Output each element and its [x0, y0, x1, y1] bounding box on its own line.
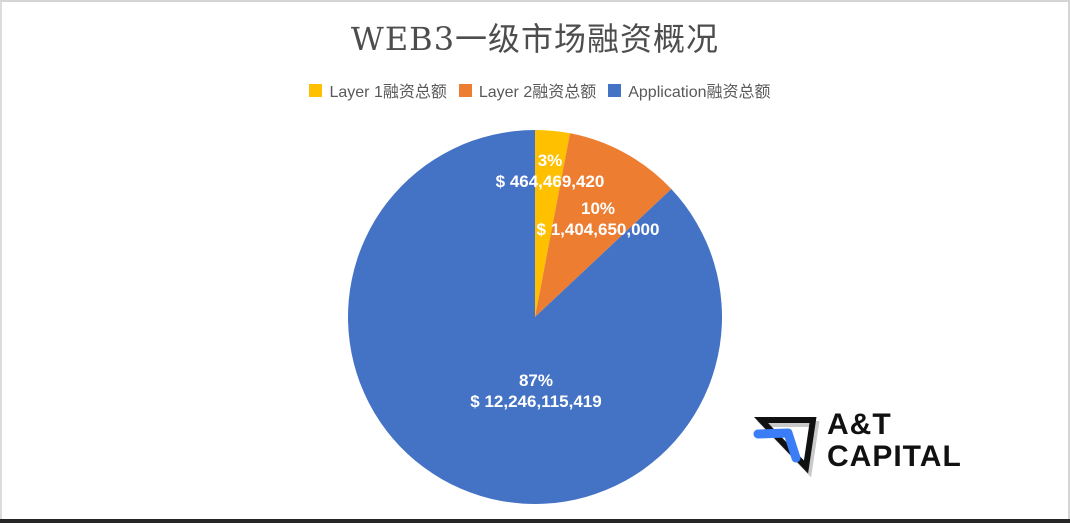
at-capital-logo-icon	[753, 417, 820, 477]
chart-legend: Layer 1融资总额 Layer 2融资总额 Application融资总额	[0, 78, 1070, 102]
pie-slice-Layer 1融资总额	[535, 130, 571, 317]
logo-line-2: CAPITAL	[827, 440, 962, 473]
legend-swatch-layer1	[309, 83, 323, 97]
pie-chart-svg	[348, 130, 723, 505]
legend-label-layer1: Layer 1融资总额	[329, 84, 447, 101]
legend-swatch-layer2	[458, 83, 472, 97]
pie-chart	[348, 130, 723, 505]
logo-line-1: A&T	[827, 408, 892, 441]
at-capital-logo: A&T CAPITAL	[750, 405, 1000, 480]
legend-item-layer1: Layer 1融资总额	[309, 78, 447, 102]
at-capital-logo-text: A&T CAPITAL	[827, 409, 962, 473]
legend-item-layer2: Layer 2融资总额	[458, 78, 597, 102]
pie-slice-Layer 2融资总额	[535, 133, 672, 317]
legend-item-application: Application融资总额	[608, 78, 771, 102]
chart-title: WEB3一级市场融资概况	[350, 20, 720, 58]
pie-slice-Application融资总额	[348, 130, 723, 505]
legend-label-application: Application融资总额	[628, 84, 771, 101]
legend-label-layer2: Layer 2融资总额	[478, 84, 597, 101]
legend-swatch-application	[608, 83, 622, 97]
bottom-border-line	[0, 519, 1070, 523]
